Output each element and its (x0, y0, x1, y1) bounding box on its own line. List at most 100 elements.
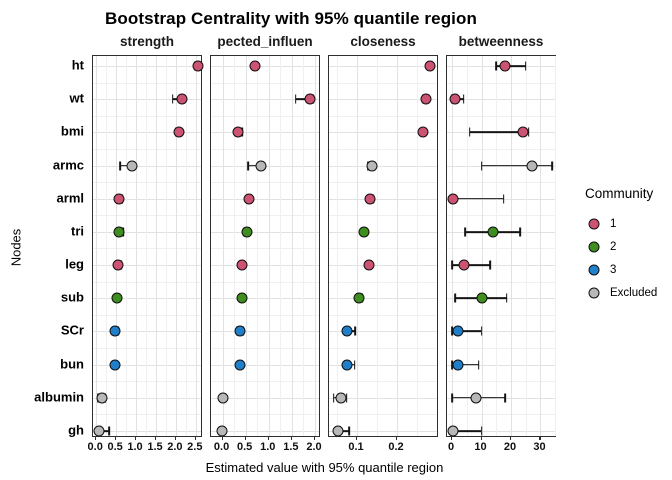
legend-dot-1 (588, 218, 599, 229)
gridline-major (211, 397, 319, 399)
gridline-major (329, 364, 437, 366)
errorbar-cap-bun-betweenness (451, 360, 453, 370)
errorbar-cap-gh-closeness (348, 426, 350, 436)
point-wt-pected_influen (304, 93, 316, 105)
gridline-minor (447, 348, 555, 350)
gridline-major (481, 56, 483, 436)
gridline-major (211, 298, 319, 300)
errorbar-cap-leg-betweenness (489, 260, 492, 270)
x-tick-label: 2.0 (306, 441, 322, 453)
gridline-minor (93, 148, 201, 150)
gridline-minor (165, 56, 167, 436)
errorbar-cap-tri-betweenness (518, 227, 521, 237)
x-axis-tick (154, 437, 157, 440)
x-axis-tick (451, 437, 453, 440)
gridline-major (314, 56, 316, 436)
gridline-minor (257, 56, 259, 436)
errorbar-cap-wt-betweenness (462, 94, 465, 104)
point-albumin-pected_influen (217, 392, 229, 404)
gridline-minor (280, 56, 282, 436)
legend-item-2: 2 (585, 235, 657, 258)
gridline-minor (329, 215, 437, 217)
errorbar-cap-ht-betweenness (495, 61, 498, 71)
point-tri-strength (113, 226, 125, 238)
gridline-major (329, 99, 437, 101)
gridline-minor (329, 148, 437, 150)
errorbar-cap-bun-betweenness (477, 360, 480, 370)
point-bmi-betweenness (517, 126, 529, 138)
gridline-minor (93, 281, 201, 283)
gridline-minor (447, 82, 555, 84)
gridline-minor (211, 281, 319, 283)
gridline-minor (496, 56, 498, 436)
gridline-minor (93, 215, 201, 217)
errorbar-cap-sub-betweenness (454, 293, 456, 303)
errorbar-cap-armc-strength (119, 161, 121, 171)
legend-dot-2 (588, 241, 599, 252)
gridline-major (93, 165, 201, 167)
gridline-minor (106, 56, 108, 436)
x-tick-label: 0.5 (237, 441, 253, 453)
point-wt-betweenness (449, 93, 461, 105)
gridline-major (329, 66, 437, 67)
legend-item-label: 3 (610, 263, 617, 276)
point-ht-betweenness (499, 60, 511, 72)
gridline-minor (211, 82, 319, 84)
gridline-minor (211, 414, 319, 416)
gridline-major (93, 397, 201, 399)
x-axis-tick (290, 437, 293, 440)
gridline-major (93, 66, 201, 67)
gridline-minor (146, 56, 147, 436)
gridline-minor (377, 56, 378, 436)
point-leg-pected_influen (236, 259, 248, 271)
gridline-major (245, 56, 247, 436)
gridline-major (155, 56, 157, 436)
x-axis-tick (221, 437, 223, 440)
facet-strip-betweenness: betweenness (458, 34, 544, 49)
y-tick-label-ht: ht (71, 57, 84, 73)
point-armc-pected_influen (255, 160, 267, 172)
gridline-major (329, 132, 437, 134)
gridline-minor (466, 56, 468, 436)
facet-strip-closeness: closeness (350, 34, 416, 49)
point-SCr-closeness (341, 325, 353, 337)
point-wt-closeness (420, 93, 432, 105)
gridline-major (93, 331, 201, 333)
gridline-major (329, 231, 437, 233)
x-tick-label: 0.0 (213, 441, 230, 453)
x-axis-tick (509, 437, 512, 440)
point-tri-pected_influen (241, 226, 253, 238)
legend-item-1: 1 (585, 212, 657, 235)
gridline-minor (329, 115, 437, 117)
gridline-major (211, 331, 319, 333)
gridline-minor (211, 182, 319, 184)
y-tick-label-bun: bun (60, 356, 84, 372)
gridline-minor (447, 314, 555, 316)
errorbar-cap-armc-pected_influen (247, 161, 250, 171)
gridline-minor (329, 314, 437, 316)
point-armc-betweenness (526, 160, 538, 172)
gridline-major (175, 56, 177, 436)
gridline-minor (93, 115, 201, 117)
gridline-major (211, 364, 319, 366)
point-arml-closeness (364, 193, 376, 205)
x-axis-tick (539, 437, 541, 440)
gridline-major (268, 56, 270, 436)
gridline-minor (447, 182, 555, 184)
legend-key-1 (585, 215, 602, 232)
gridline-major (93, 198, 201, 200)
x-axis-tick (194, 437, 197, 440)
y-tick-label-sub: sub (60, 289, 84, 305)
point-sub-pected_influen (236, 292, 248, 304)
gridline-minor (329, 82, 437, 84)
x-axis-tick (95, 437, 97, 440)
gridline-major (447, 265, 555, 267)
errorbar-gh-betweenness (452, 430, 482, 432)
gridline-minor (234, 56, 236, 436)
chart-title: Bootstrap Centrality with 95% quantile r… (105, 9, 477, 28)
point-albumin-betweenness (470, 392, 482, 404)
gridline-minor (93, 348, 201, 350)
gridline-major (329, 265, 437, 267)
gridline-major (447, 331, 555, 333)
point-leg-strength (112, 259, 124, 271)
